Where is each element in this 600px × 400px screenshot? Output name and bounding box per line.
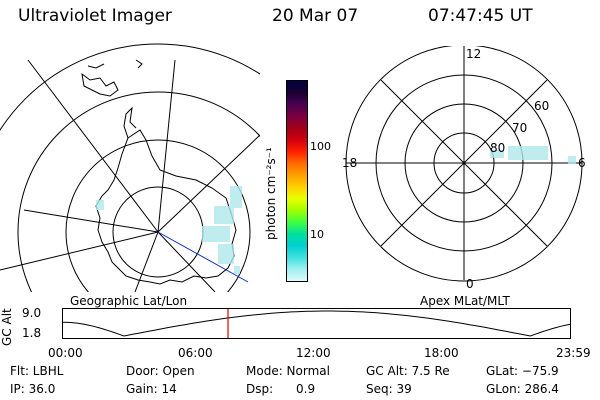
colorbar-tick-100: 100 bbox=[310, 140, 331, 153]
sequence-status: Seq: 39 bbox=[366, 382, 412, 396]
mlat-label-70: 70 bbox=[512, 121, 527, 135]
geographic-map bbox=[0, 43, 260, 292]
meridian-line bbox=[134, 231, 159, 292]
sun-direction-line bbox=[157, 231, 249, 283]
x-tick-1800: 18:00 bbox=[424, 346, 459, 360]
geo-lon-status: GLon: 286.4 bbox=[486, 382, 559, 396]
lat-circle-edge bbox=[0, 43, 260, 132]
gc-altitude-status: GC Alt: 7.5 Re bbox=[366, 364, 450, 378]
colorbar-gradient bbox=[287, 81, 307, 281]
x-tick-2359: 23:59 bbox=[556, 346, 591, 360]
x-tick-1200: 12:00 bbox=[296, 346, 331, 360]
aurora-emission-mag bbox=[490, 146, 576, 164]
x-tick-0600: 06:00 bbox=[178, 346, 213, 360]
gain-status: Gain: 14 bbox=[126, 382, 177, 396]
mlt-label-12: 12 bbox=[466, 47, 481, 61]
ip-status: IP: 36.0 bbox=[10, 382, 56, 396]
meridian-line bbox=[157, 134, 260, 233]
colorbar-unit-label: photon cm⁻²s⁻¹ bbox=[264, 147, 278, 240]
antarctic-peninsula bbox=[123, 106, 137, 139]
altitude-curve bbox=[62, 310, 572, 337]
x-tick-0000: 00:00 bbox=[48, 346, 83, 360]
mlat-label-80: 80 bbox=[490, 141, 505, 155]
meridian-line bbox=[157, 59, 176, 233]
left-map-label: Geographic Lat/Lon bbox=[70, 294, 188, 308]
lat-circle-outer bbox=[17, 91, 260, 292]
aurora-emission bbox=[96, 186, 242, 274]
meridian-line bbox=[23, 209, 159, 233]
right-map-label: Apex MLat/MLT bbox=[420, 294, 510, 308]
altitude-ymax: 9.0 bbox=[22, 306, 42, 320]
meridian-line bbox=[27, 59, 159, 233]
meridian-line bbox=[0, 231, 159, 271]
instrument-title: Ultraviolet Imager bbox=[18, 6, 172, 26]
south-america-coast bbox=[81, 72, 119, 97]
magnetic-map: 12 18 6 0 60 70 80 bbox=[342, 46, 586, 290]
mlt-label-6: 6 bbox=[578, 156, 586, 170]
altitude-ymin: 1.8 bbox=[22, 326, 42, 340]
altitude-plot-frame bbox=[62, 308, 571, 339]
lat-circle-mid bbox=[65, 139, 251, 292]
mlt-label-18: 18 bbox=[342, 156, 357, 170]
mlt-diagonal bbox=[380, 79, 548, 247]
mode-status: Mode: Normal bbox=[246, 364, 330, 378]
meridian-line bbox=[157, 231, 216, 292]
altitude-plot bbox=[62, 308, 572, 339]
colorbar bbox=[286, 80, 308, 282]
mlt-label-0: 0 bbox=[466, 277, 474, 290]
geo-lat-status: GLat: −75.9 bbox=[486, 364, 559, 378]
mlat-label-60: 60 bbox=[534, 99, 549, 113]
south-america-coast bbox=[87, 63, 105, 69]
island bbox=[135, 59, 143, 69]
door-status: Door: Open bbox=[126, 364, 195, 378]
observation-time: 07:47:45 UT bbox=[428, 6, 533, 26]
display-status: Dsp: 0.9 bbox=[246, 382, 316, 396]
altitude-ylabel: GC Alt bbox=[0, 308, 14, 346]
filter-status: Flt: LBHL bbox=[10, 364, 64, 378]
observation-date: 20 Mar 07 bbox=[272, 6, 359, 26]
colorbar-tick-10: 10 bbox=[310, 228, 324, 241]
